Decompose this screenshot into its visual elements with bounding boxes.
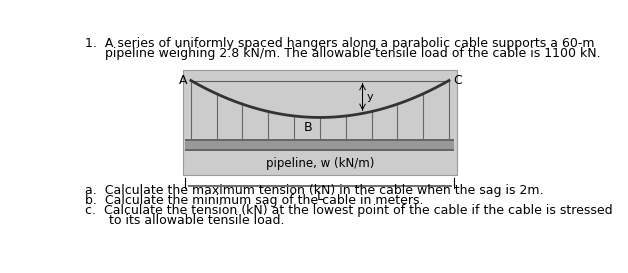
Text: a.  Calculate the maximum tension (kN) in the cable when the sag is 2m.: a. Calculate the maximum tension (kN) in… bbox=[85, 185, 543, 197]
Text: b.  Calculate the minimum sag of the cable in meters.: b. Calculate the minimum sag of the cabl… bbox=[85, 194, 423, 207]
Bar bbox=[183, 70, 457, 175]
Text: to its allowable tensile load.: to its allowable tensile load. bbox=[85, 215, 284, 227]
Bar bbox=[185, 139, 455, 141]
Text: C: C bbox=[453, 74, 462, 87]
Text: c.  Calculate the tension (kN) at the lowest point of the cable if the cable is : c. Calculate the tension (kN) at the low… bbox=[85, 204, 612, 218]
Bar bbox=[185, 149, 455, 151]
Text: B: B bbox=[303, 121, 312, 133]
Text: pipeline weighing 2.8 kN/m. The allowable tensile load of the cable is 1100 kN.: pipeline weighing 2.8 kN/m. The allowabl… bbox=[85, 47, 600, 60]
Text: pipeline, w (kN/m): pipeline, w (kN/m) bbox=[266, 158, 374, 171]
Text: 1.  A series of uniformly spaced hangers along a parabolic cable supports a 60-m: 1. A series of uniformly spaced hangers … bbox=[85, 37, 594, 50]
Text: L: L bbox=[317, 190, 323, 203]
Text: A: A bbox=[178, 74, 187, 87]
Bar bbox=[185, 139, 455, 151]
Text: y: y bbox=[366, 92, 373, 102]
